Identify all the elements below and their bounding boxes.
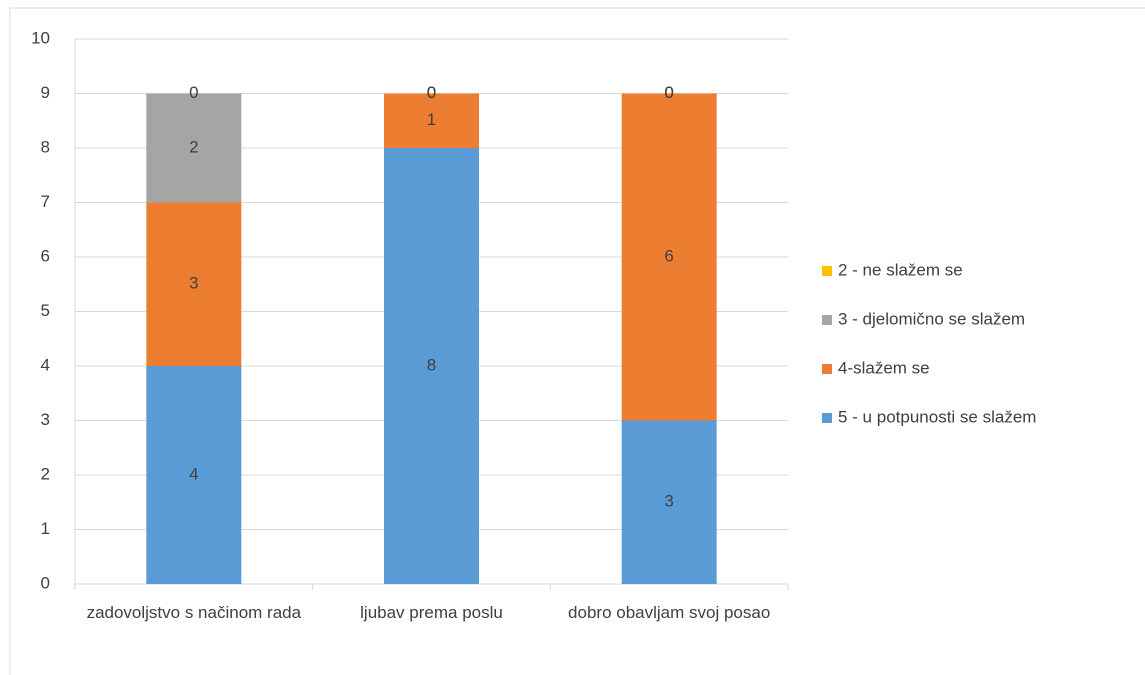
y-tick-label: 10 (31, 28, 50, 47)
legend-swatch (822, 315, 832, 325)
data-label: 0 (189, 83, 198, 102)
y-tick-label: 8 (41, 137, 50, 156)
legend-label: 2 - ne slažem se (838, 260, 963, 279)
y-tick-label: 3 (41, 410, 50, 429)
data-label: 6 (664, 246, 673, 265)
y-tick-label: 0 (41, 573, 50, 592)
data-label: 4 (189, 464, 198, 483)
legend-label: 5 - u potpunosti se slažem (838, 407, 1036, 426)
x-tick-label: ljubav prema poslu (360, 603, 503, 622)
data-label: 0 (664, 83, 673, 102)
data-label: 1 (427, 110, 436, 129)
legend-swatch (822, 266, 832, 276)
legend-swatch (822, 413, 832, 423)
legend-swatch (822, 364, 832, 374)
bar-segment (621, 420, 717, 584)
data-label: 0 (427, 83, 436, 102)
bar-segment (146, 366, 242, 584)
data-label: 3 (189, 274, 198, 293)
x-tick-label: dobro obavljam svoj posao (568, 603, 770, 622)
bar-segment (384, 148, 479, 584)
data-label: 2 (189, 137, 198, 156)
y-tick-label: 6 (41, 246, 50, 265)
bar-segment (146, 202, 242, 366)
y-tick-label: 1 (41, 519, 50, 538)
y-tick-label: 2 (41, 464, 50, 483)
legend-label: 4-slažem se (838, 358, 930, 377)
y-tick-label: 9 (41, 83, 50, 102)
data-label: 3 (664, 492, 673, 511)
y-tick-label: 7 (41, 192, 50, 211)
data-label: 0 (664, 83, 673, 102)
data-label: 0 (427, 83, 436, 102)
y-tick-label: 4 (41, 355, 50, 374)
x-tick-label: zadovoljstvo s načinom rada (87, 603, 302, 622)
bar-segment (384, 93, 479, 148)
y-tick-label: 5 (41, 301, 50, 320)
bar-segment (621, 93, 717, 421)
data-label: 8 (427, 355, 436, 374)
bar-segment (146, 93, 242, 203)
legend-label: 3 - djelomično se slažem (838, 309, 1025, 328)
